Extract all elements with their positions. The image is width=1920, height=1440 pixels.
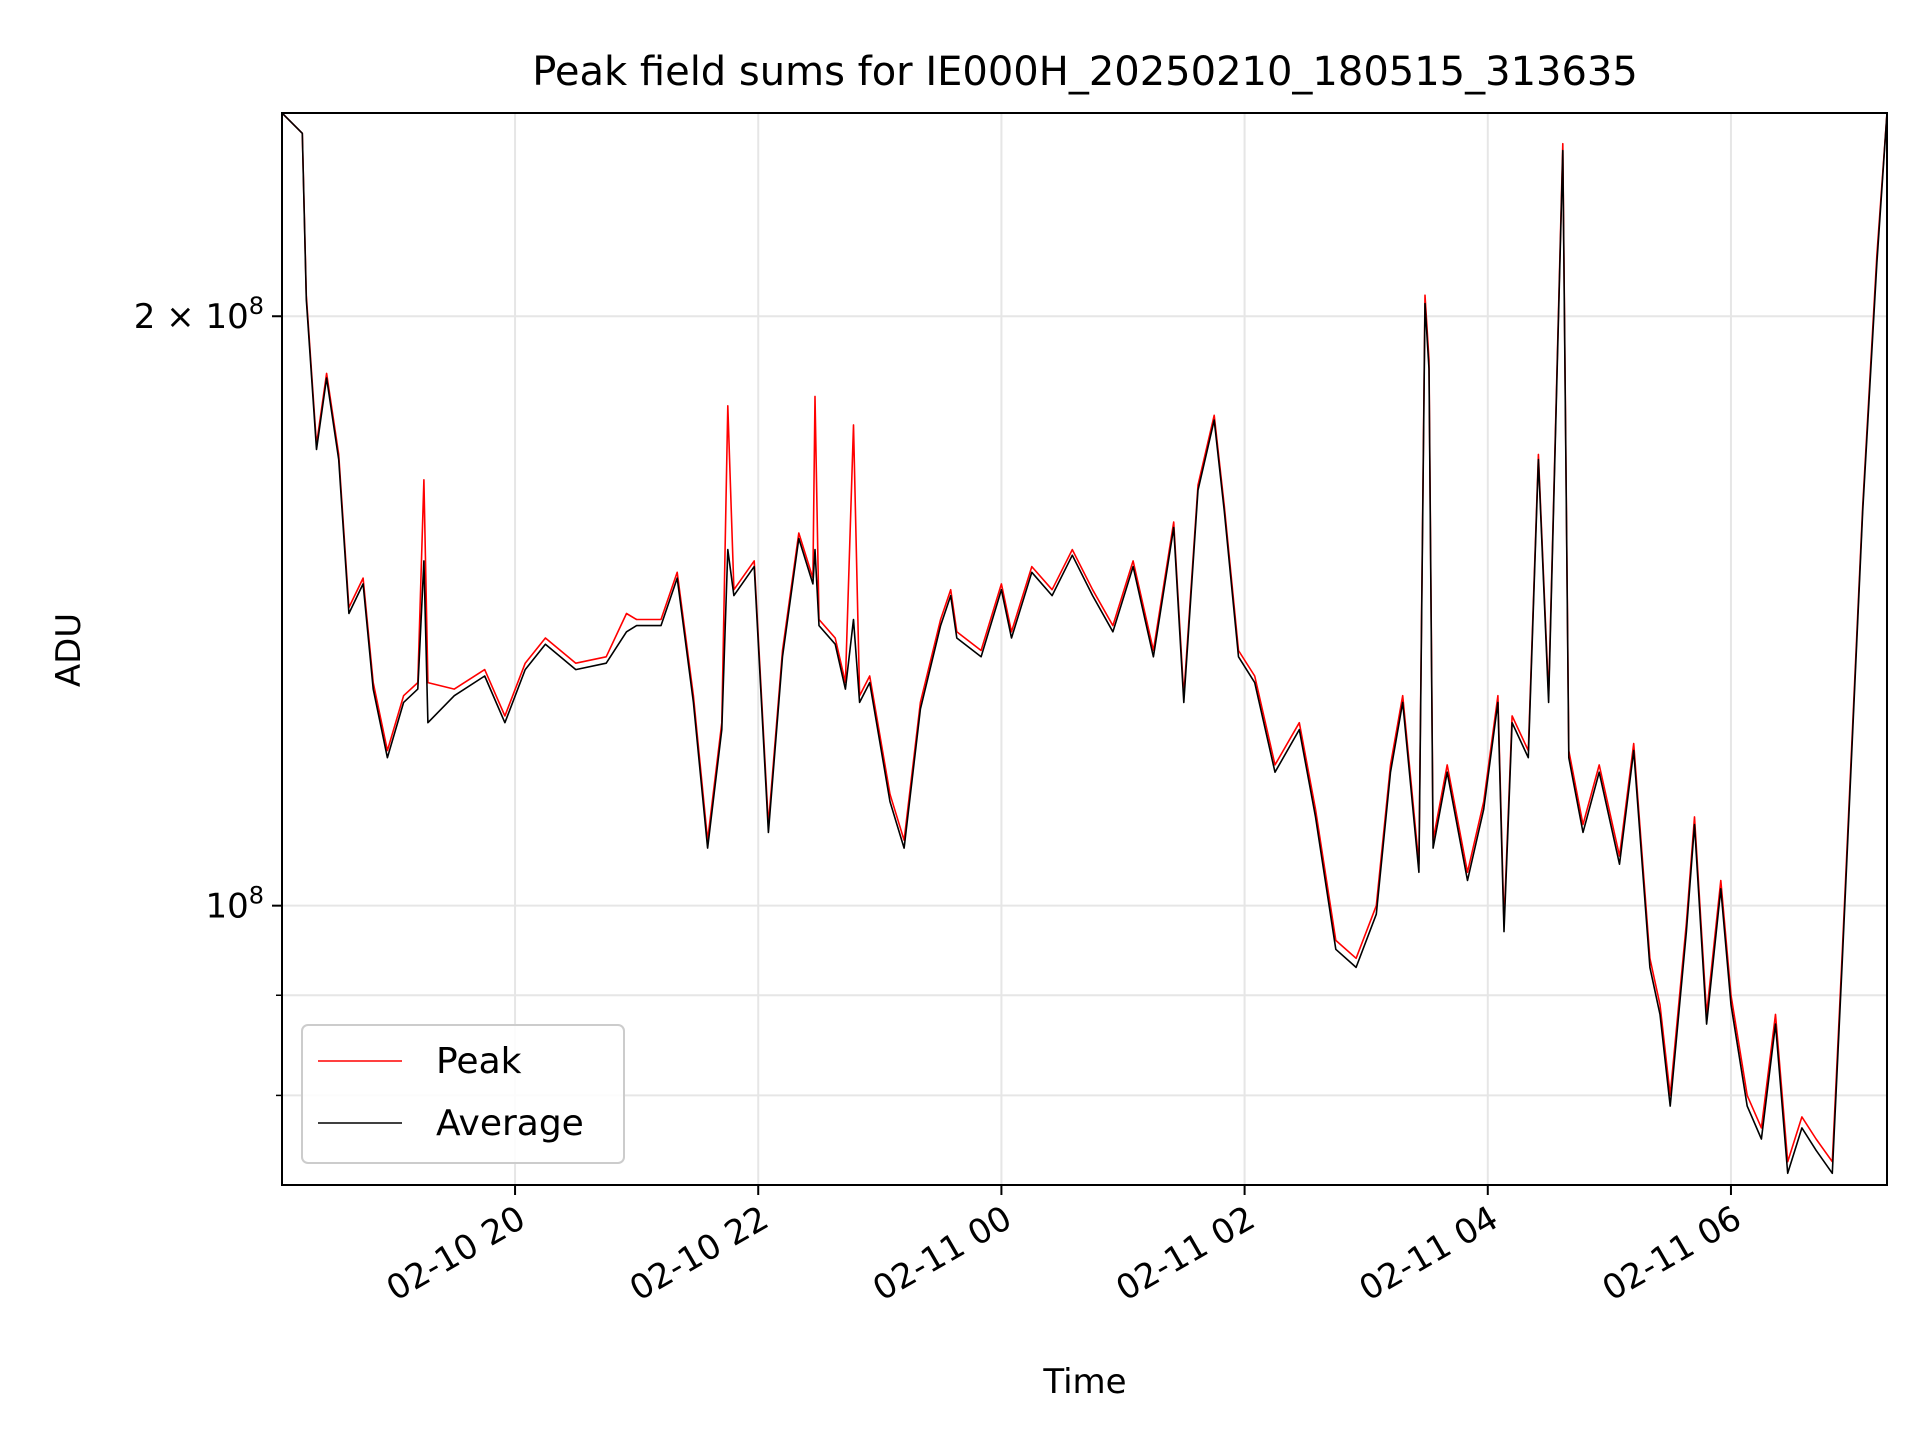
legend: Peak Average (301, 1024, 625, 1164)
chart-title: Peak field sums for IE000H_20250210_1805… (532, 49, 1638, 95)
plot-series (282, 113, 1887, 1175)
legend-peak-label: Peak (436, 1041, 522, 1082)
legend-box (301, 1024, 625, 1164)
y-tick-label: 2 × 108 (134, 292, 264, 337)
y-axis-label: ADU (49, 613, 89, 687)
plot-frame (281, 112, 1888, 1186)
series-average-line (282, 113, 1887, 1175)
legend-average-label: Average (436, 1103, 584, 1144)
x-axis-label: Time (1042, 1362, 1126, 1402)
y-tick-label: 108 (205, 882, 264, 927)
